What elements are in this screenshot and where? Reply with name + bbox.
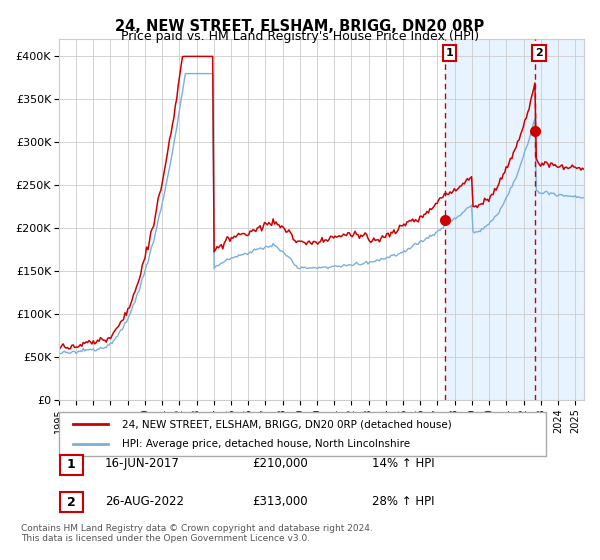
Text: 2: 2 bbox=[67, 496, 76, 509]
Text: 24, NEW STREET, ELSHAM, BRIGG, DN20 0RP: 24, NEW STREET, ELSHAM, BRIGG, DN20 0RP bbox=[115, 19, 485, 34]
Text: £210,000: £210,000 bbox=[252, 457, 308, 470]
Text: 14% ↑ HPI: 14% ↑ HPI bbox=[372, 457, 434, 470]
Text: £313,000: £313,000 bbox=[252, 494, 308, 508]
Text: HPI: Average price, detached house, North Lincolnshire: HPI: Average price, detached house, Nort… bbox=[122, 439, 410, 449]
Text: 24, NEW STREET, ELSHAM, BRIGG, DN20 0RP (detached house): 24, NEW STREET, ELSHAM, BRIGG, DN20 0RP … bbox=[122, 419, 452, 429]
Text: Contains HM Land Registry data © Crown copyright and database right 2024.: Contains HM Land Registry data © Crown c… bbox=[21, 524, 373, 533]
Text: 16-JUN-2017: 16-JUN-2017 bbox=[105, 457, 180, 470]
Text: 28% ↑ HPI: 28% ↑ HPI bbox=[372, 494, 434, 508]
Bar bbox=[445, 39, 584, 400]
Text: 2: 2 bbox=[535, 48, 543, 58]
Text: Price paid vs. HM Land Registry's House Price Index (HPI): Price paid vs. HM Land Registry's House … bbox=[121, 30, 479, 43]
Text: This data is licensed under the Open Government Licence v3.0.: This data is licensed under the Open Gov… bbox=[21, 534, 310, 543]
Text: 1: 1 bbox=[446, 48, 454, 58]
Text: 1: 1 bbox=[67, 458, 76, 472]
Text: 26-AUG-2022: 26-AUG-2022 bbox=[105, 494, 184, 508]
